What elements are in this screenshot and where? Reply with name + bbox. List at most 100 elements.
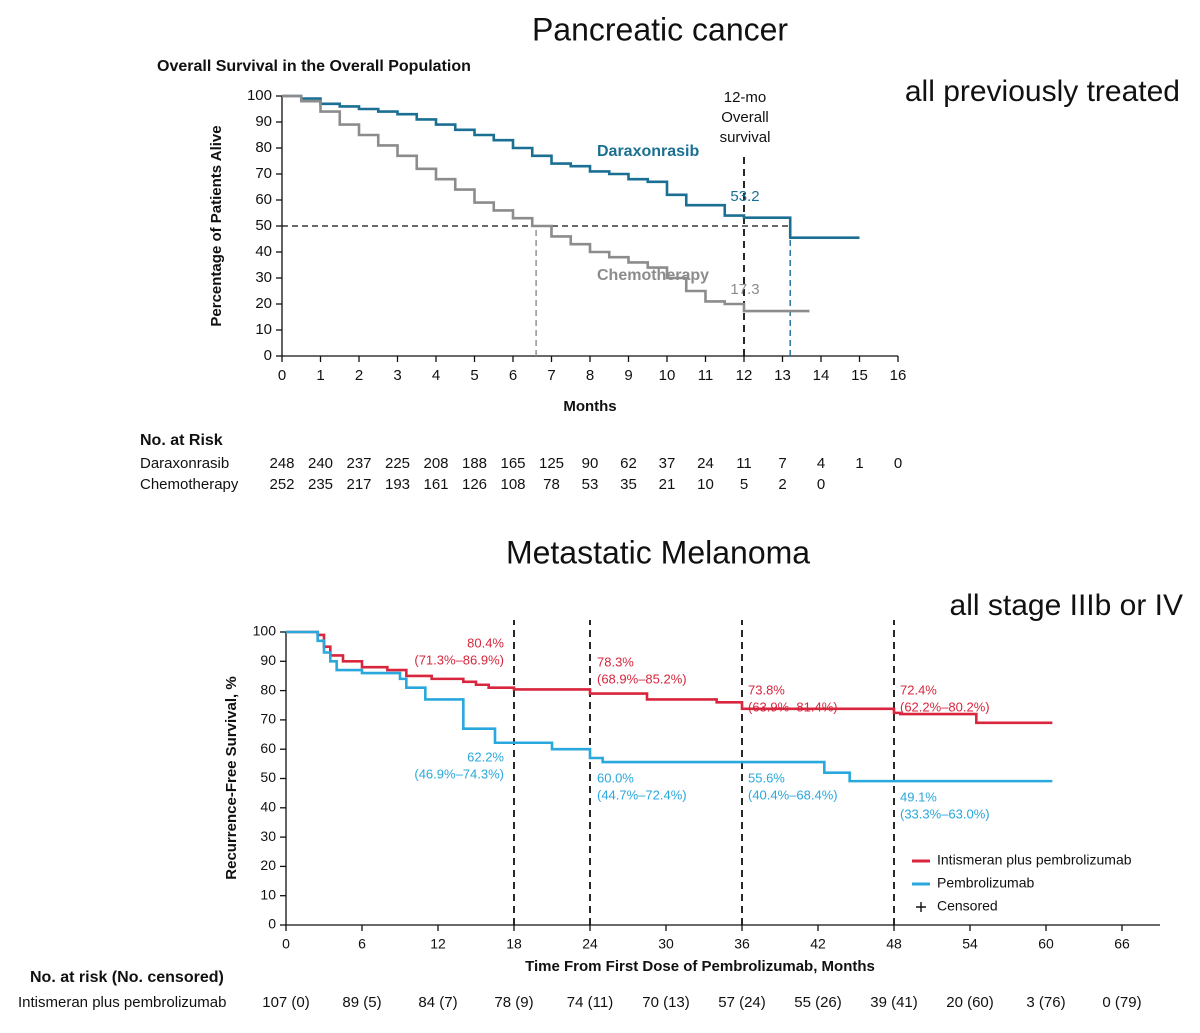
risk-value: 39 (41) <box>870 994 918 1011</box>
x-tick-label: 36 <box>734 936 750 952</box>
risk-value: 89 (5) <box>342 994 381 1011</box>
risk-value: 107 (0) <box>262 994 310 1011</box>
risk-value: 78 (9) <box>494 994 533 1011</box>
y-tick-label: 100 <box>247 87 272 104</box>
landmark-ci: (63.9%–81.4%) <box>748 699 838 714</box>
landmark-ci: (33.3%–63.0%) <box>900 806 990 821</box>
risk-value: 126 <box>462 476 487 493</box>
risk-value: 235 <box>308 476 333 493</box>
legend-label: Pembrolizumab <box>937 875 1034 891</box>
risk-title: No. at risk (No. censored) <box>30 969 224 986</box>
x-tick-label: 3 <box>393 367 401 384</box>
risk-value: 252 <box>269 476 294 493</box>
x-tick-label: 11 <box>698 367 714 384</box>
risk-value: 3 (76) <box>1026 994 1065 1011</box>
x-tick-label: 15 <box>851 367 868 384</box>
landmark-label: 73.8% <box>748 682 785 697</box>
risk-value: 84 (7) <box>418 994 457 1011</box>
risk-value: 55 (26) <box>794 994 842 1011</box>
risk-value: 62 <box>620 455 637 472</box>
x-tick-label: 30 <box>658 936 674 952</box>
risk-value: 21 <box>659 476 676 493</box>
x-axis-title: Time From First Dose of Pembrolizumab, M… <box>525 958 875 975</box>
x-tick-label: 1 <box>316 367 324 384</box>
chart-title: Pancreatic cancer <box>532 11 788 47</box>
risk-title: No. at Risk <box>140 432 223 449</box>
y-tick-label: 30 <box>260 828 276 844</box>
risk-row-name: Intismeran plus pembrolizumab <box>18 994 226 1011</box>
landmark-ci: (68.9%–85.2%) <box>597 671 687 686</box>
risk-value: 20 (60) <box>946 994 994 1011</box>
landmark-label: 55.6% <box>748 770 785 785</box>
risk-value: 57 (24) <box>718 994 766 1011</box>
x-tick-label: 5 <box>470 367 478 384</box>
y-tick-label: 70 <box>255 165 272 182</box>
x-tick-label: 14 <box>813 367 830 384</box>
landmark-label: 80.4% <box>467 635 504 650</box>
risk-value: 108 <box>500 476 525 493</box>
y-tick-label: 60 <box>255 191 272 208</box>
x-tick-label: 8 <box>586 367 594 384</box>
survival-curve <box>286 630 1053 783</box>
risk-value: 208 <box>423 455 448 472</box>
landmark-label: 78.3% <box>597 654 634 669</box>
landmark-label: 17.3 <box>730 281 759 298</box>
risk-value: 225 <box>385 455 410 472</box>
y-tick-label: 90 <box>260 652 276 668</box>
risk-value: 193 <box>385 476 410 493</box>
y-axis-title: Percentage of Patients Alive <box>208 125 225 326</box>
landmark-ci: (62.2%–80.2%) <box>900 699 990 714</box>
risk-value: 161 <box>423 476 448 493</box>
y-tick-label: 10 <box>255 321 272 338</box>
y-tick-label: 50 <box>255 217 272 234</box>
x-tick-label: 42 <box>810 936 826 952</box>
risk-value: 24 <box>697 455 714 472</box>
risk-value: 10 <box>697 476 714 493</box>
risk-value: 125 <box>539 455 564 472</box>
y-tick-label: 60 <box>260 740 276 756</box>
series-label: Daraxonrasib <box>597 143 699 160</box>
y-axis-title: Recurrence-Free Survival, % <box>223 676 240 879</box>
landmark-label: 72.4% <box>900 682 937 697</box>
survival-curve <box>282 94 810 313</box>
x-tick-label: 60 <box>1038 936 1054 952</box>
risk-value: 1 <box>855 455 863 472</box>
risk-row-name: Daraxonrasib <box>140 455 229 472</box>
x-tick-label: 2 <box>355 367 363 384</box>
chart-subtitle: Overall Survival in the Overall Populati… <box>157 58 471 75</box>
y-tick-label: 20 <box>255 295 272 312</box>
survival-curve <box>282 94 860 239</box>
x-tick-label: 48 <box>886 936 902 952</box>
chart-title: Metastatic Melanoma <box>506 534 810 570</box>
risk-value: 165 <box>500 455 525 472</box>
x-tick-label: 13 <box>774 367 791 384</box>
x-tick-label: 0 <box>282 936 290 952</box>
risk-value: 35 <box>620 476 637 493</box>
risk-value: 0 <box>817 476 825 493</box>
landmark-label: 49.1% <box>900 789 937 804</box>
landmark-label: 60.0% <box>597 770 634 785</box>
landmark-title: Overall <box>721 109 769 126</box>
risk-value: 90 <box>582 455 599 472</box>
x-tick-label: 10 <box>659 367 676 384</box>
x-tick-label: 24 <box>582 936 598 952</box>
risk-value: 78 <box>543 476 560 493</box>
x-tick-label: 12 <box>430 936 446 952</box>
legend-censor-mark <box>916 902 926 912</box>
landmark-ci: (40.4%–68.4%) <box>748 787 838 802</box>
note: all stage IIIb or IV <box>950 589 1183 622</box>
landmark-ci: (71.3%–86.9%) <box>414 652 504 667</box>
x-tick-label: 66 <box>1114 936 1130 952</box>
x-tick-label: 54 <box>962 936 978 952</box>
x-tick-label: 12 <box>736 367 753 384</box>
risk-row-name: Chemotherapy <box>140 476 239 493</box>
risk-value: 7 <box>778 455 786 472</box>
x-tick-label: 6 <box>358 936 366 952</box>
y-tick-label: 90 <box>255 113 272 130</box>
y-tick-label: 30 <box>255 269 272 286</box>
x-axis-title: Months <box>563 398 616 415</box>
landmark-ci: (44.7%–72.4%) <box>597 787 687 802</box>
risk-value: 5 <box>740 476 748 493</box>
note: all previously treated <box>905 75 1180 108</box>
